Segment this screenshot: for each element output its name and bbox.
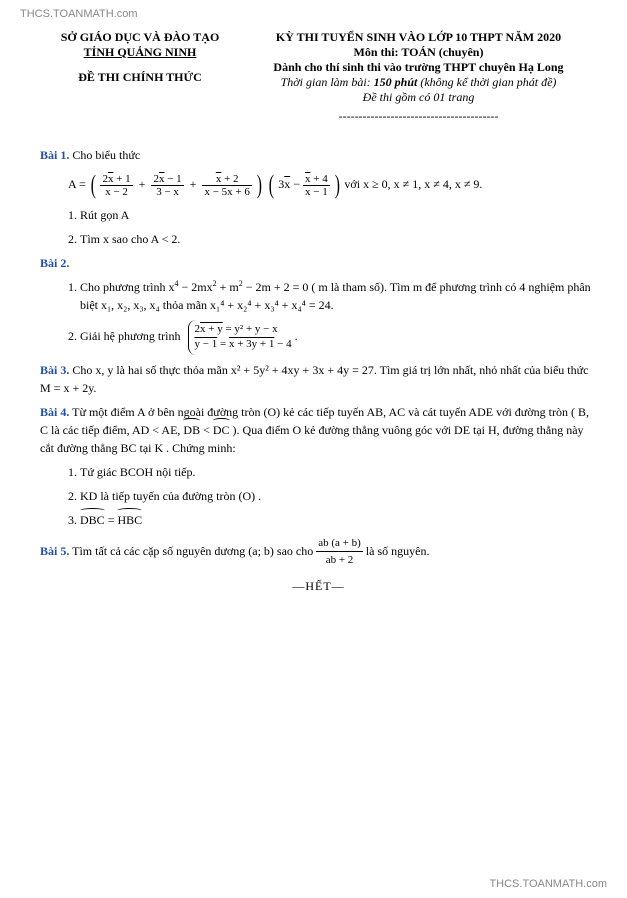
- duration-prefix: Thời gian làm bài:: [281, 75, 374, 89]
- bai3: Bài 3. Cho x, y là hai số thực thỏa mãn …: [40, 361, 597, 397]
- b2i1b: − 2mx: [179, 280, 213, 294]
- bai2: Bài 2.: [40, 254, 597, 272]
- b2i1a: Cho phương trình x: [80, 280, 175, 294]
- bai3-label: Bài 3.: [40, 363, 69, 377]
- official-label: ĐỀ THI CHÍNH THỨC: [40, 70, 240, 85]
- bai3-text: Cho x, y là hai số thực thỏa mãn x² + 5y…: [40, 363, 588, 395]
- bai1: Bài 1. Cho biểu thức: [40, 146, 597, 164]
- bai1-expression: A = ( 2x + 1x − 2 + 2x − 13 − x + x + 2x…: [40, 170, 597, 200]
- bai5-fraction: ab (a + b)ab + 2: [316, 535, 363, 569]
- bai4-item1: Tứ giác BCOH nội tiếp.: [80, 463, 597, 481]
- duration-suffix: (không kể thời gian phát đề): [417, 75, 556, 89]
- bai5-label: Bài 5.: [40, 544, 69, 558]
- exam-pages: Đề thi gồm có 01 trang: [240, 90, 597, 105]
- bai1-item1: Rút gọn A: [80, 206, 597, 224]
- bai1-intro: Cho biểu thức: [72, 148, 140, 162]
- arc-dc: DC: [213, 421, 230, 439]
- bai1-condition: với x ≥ 0, x ≠ 1, x ≠ 4, x ≠ 9.: [344, 177, 482, 191]
- exam-block: KỲ THI TUYỂN SINH VÀO LỚP 10 THPT NĂM 20…: [240, 30, 597, 138]
- title-block: SỞ GIÁO DỤC VÀ ĐÀO TẠO TỈNH QUẢNG NINH Đ…: [40, 30, 597, 138]
- bai2-item1: Cho phương trình x4 − 2mx2 + m2 − 2m + 2…: [80, 278, 597, 314]
- arc-db: DB: [183, 421, 200, 439]
- end-marker: —HẾT—: [40, 579, 597, 594]
- site-footer: THCS.TOANMATH.com: [489, 878, 607, 890]
- bai4-item3: DBC = HBC: [80, 511, 597, 529]
- divider-line: ----------------------------------------: [240, 109, 597, 124]
- duration-value: 150 phút: [374, 75, 418, 89]
- equation-system: 2x + y = y² + y − x y − 1 = x + 3y + 1 −…: [188, 320, 292, 355]
- bai1-list: Rút gọn A Tìm x sao cho A < 2.: [40, 206, 597, 248]
- arc-dbc: DBC: [80, 511, 105, 529]
- exam-target: Dành cho thí sinh thi vào trường THPT ch…: [240, 60, 597, 75]
- document-body: SỞ GIÁO DỤC VÀ ĐÀO TẠO TỈNH QUẢNG NINH Đ…: [40, 30, 597, 594]
- site-header: THCS.TOANMATH.com: [20, 8, 138, 20]
- bai4-label: Bài 4.: [40, 405, 69, 419]
- bai4-item2: KD là tiếp tuyến của đường tròn (O) .: [80, 487, 597, 505]
- b2i2-text: Giải hệ phương trình: [80, 329, 181, 343]
- bai2-list: Cho phương trình x4 − 2mx2 + m2 − 2m + 2…: [40, 278, 597, 355]
- b2i1c: + m: [217, 280, 239, 294]
- bai1-label: Bài 1.: [40, 148, 69, 162]
- eq-sign: =: [105, 513, 118, 527]
- exam-duration: Thời gian làm bài: 150 phút (không kể th…: [240, 75, 597, 90]
- issuer-line2: TỈNH QUẢNG NINH: [40, 45, 240, 60]
- bai1-item2: Tìm x sao cho A < 2.: [80, 230, 597, 248]
- bai2-label: Bài 2.: [40, 256, 69, 270]
- bai4-list: Tứ giác BCOH nội tiếp. KD là tiếp tuyến …: [40, 463, 597, 529]
- issuer-line1: SỞ GIÁO DỤC VÀ ĐÀO TẠO: [40, 30, 240, 45]
- bai5-text2: là số nguyên.: [366, 544, 430, 558]
- bai5-text1: Tìm tất cả các cặp số nguyên dương (a; b…: [72, 544, 316, 558]
- arc-hbc: HBC: [117, 511, 142, 529]
- bai5: Bài 5. Tìm tất cả các cặp số nguyên dươn…: [40, 535, 597, 569]
- bai4: Bài 4. Từ một điểm A ở bên ngoài đường t…: [40, 403, 597, 457]
- exam-title: KỲ THI TUYỂN SINH VÀO LỚP 10 THPT NĂM 20…: [240, 30, 597, 45]
- issuer-block: SỞ GIÁO DỤC VÀ ĐÀO TẠO TỈNH QUẢNG NINH Đ…: [40, 30, 240, 138]
- bai2-item2: Giải hệ phương trình 2x + y = y² + y − x…: [80, 320, 597, 355]
- exam-subject: Môn thi: TOÁN (chuyên): [240, 45, 597, 60]
